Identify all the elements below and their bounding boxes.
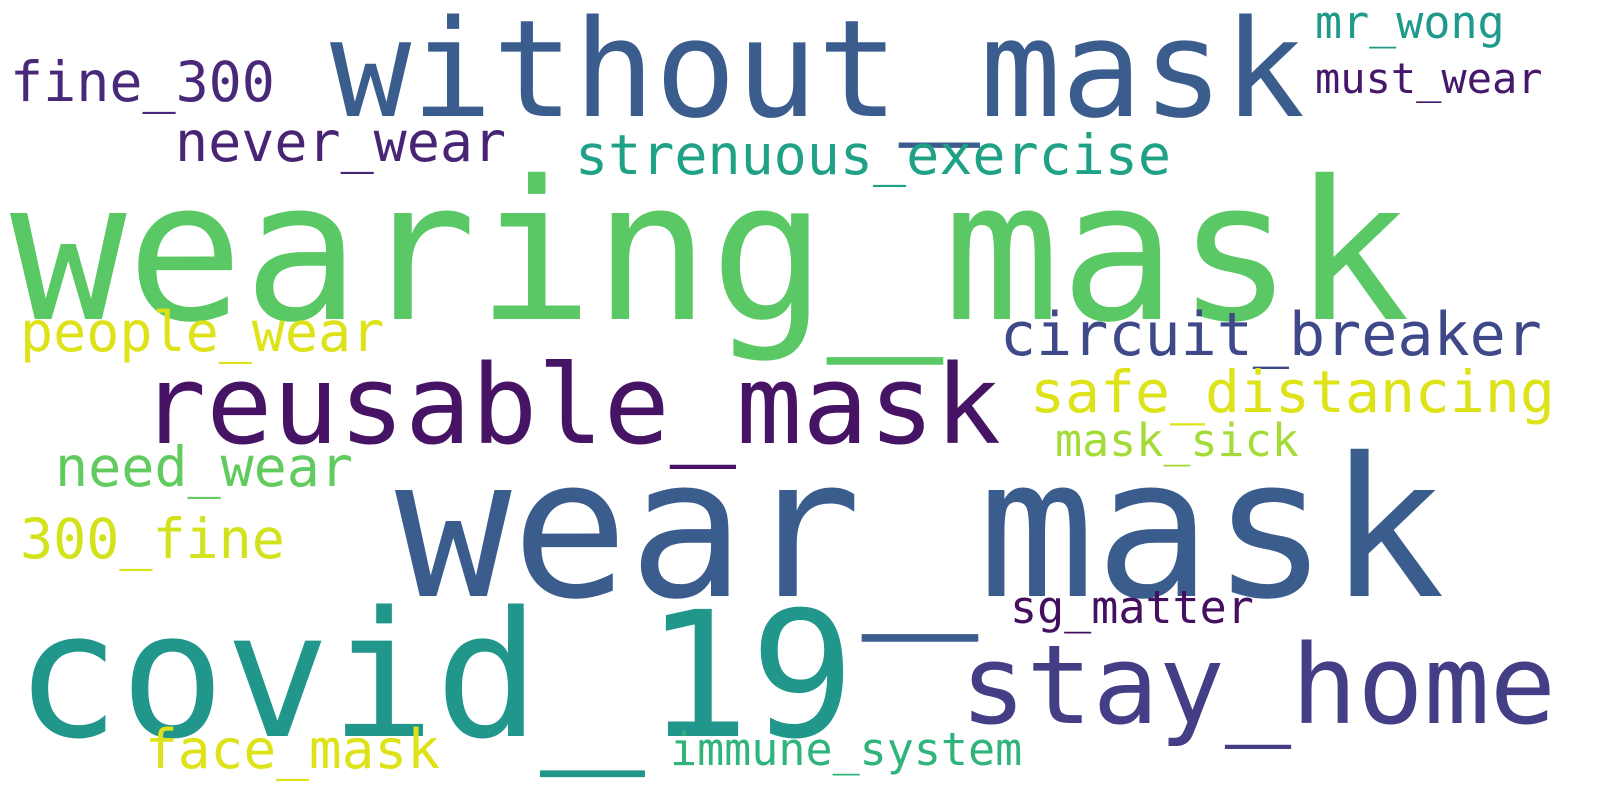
- word-safe-distancing: safe_distancing: [1030, 358, 1555, 427]
- word-wearing-mask: wearing_mask: [10, 138, 1410, 365]
- word-wear-mask: wear_mask: [395, 416, 1445, 643]
- word-face-mask: face_mask: [145, 717, 440, 782]
- word-need-wear: need_wear: [55, 435, 354, 499]
- word-never-wear: never_wear: [175, 110, 507, 174]
- word-300-fine: 300_fine: [20, 507, 285, 571]
- word-strenuous-exercise: strenuous_exercise: [575, 123, 1172, 187]
- word-immune-system: immune_system: [670, 723, 1023, 776]
- word-mask-sick: mask_sick: [1055, 414, 1299, 467]
- word-stay-home: stay_home: [960, 621, 1557, 749]
- word-circuit-breaker: circuit_breaker: [1000, 300, 1542, 370]
- word-must-wear: must_wear: [1315, 54, 1543, 103]
- word-fine-300: fine_300: [10, 50, 275, 114]
- word-covid-19: covid_19: [15, 575, 855, 779]
- word-reusable-mask: reusable_mask: [140, 341, 1001, 469]
- word-people-wear: people_wear: [20, 300, 385, 364]
- word-without-mask: without_mask: [330, 0, 1305, 148]
- word-sg-matter: sg_matter: [1010, 581, 1254, 634]
- word-mr-wong: mr_wong: [1315, 0, 1505, 49]
